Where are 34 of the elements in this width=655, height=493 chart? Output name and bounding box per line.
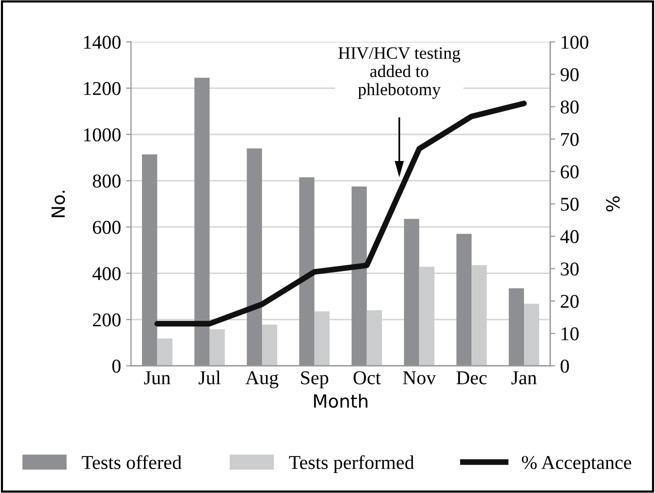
y2-axis-title: %	[606, 196, 620, 212]
y2-tick-label: 30	[560, 262, 579, 276]
legend-label: Tests performed	[289, 455, 414, 474]
y-axis-title: No.	[52, 190, 65, 218]
x-tick-label: Aug	[245, 371, 278, 388]
y2-tick-label: 40	[560, 230, 579, 244]
x-tick-label: Jan	[511, 371, 537, 384]
y-tick-label: 200	[92, 313, 121, 326]
y2-tick-label: 60	[560, 165, 579, 178]
y-tick-label: 1400	[84, 36, 121, 49]
x-tick-label: Oct	[354, 371, 381, 384]
y2-tick-label: 70	[561, 132, 579, 146]
x-tick-label: Sep	[301, 371, 328, 388]
y2-tick-label: 90	[560, 68, 579, 82]
y-tick-label: 800	[92, 174, 121, 188]
y2-tick-label: 0	[560, 360, 569, 373]
x-tick-label: Jul	[198, 370, 221, 384]
y2-tick-label: 50	[561, 198, 579, 211]
y2-tick-label: 20	[560, 294, 579, 308]
y-tick-label: 600	[92, 220, 121, 234]
x-tick-label: Dec	[456, 371, 487, 384]
x-tick-label: Nov	[403, 371, 436, 384]
y-tick-label: 0	[112, 360, 121, 373]
y2-tick-label: 10	[562, 327, 579, 340]
y-tick-label: 1200	[84, 82, 121, 96]
y2-tick-label: 80	[560, 100, 579, 114]
y2-tick-label: 100	[562, 36, 588, 49]
annotation: HIV/HCV testing added to phlebotomy	[338, 47, 460, 99]
x-axis-title: Month	[314, 394, 368, 408]
legend-label: % Acceptance	[522, 456, 632, 474]
y-tick-label: 1000	[84, 128, 121, 142]
legend-label: Tests offered	[82, 455, 182, 470]
x-tick-label: Jun	[144, 371, 170, 384]
y-tick-label: 400	[92, 267, 121, 280]
